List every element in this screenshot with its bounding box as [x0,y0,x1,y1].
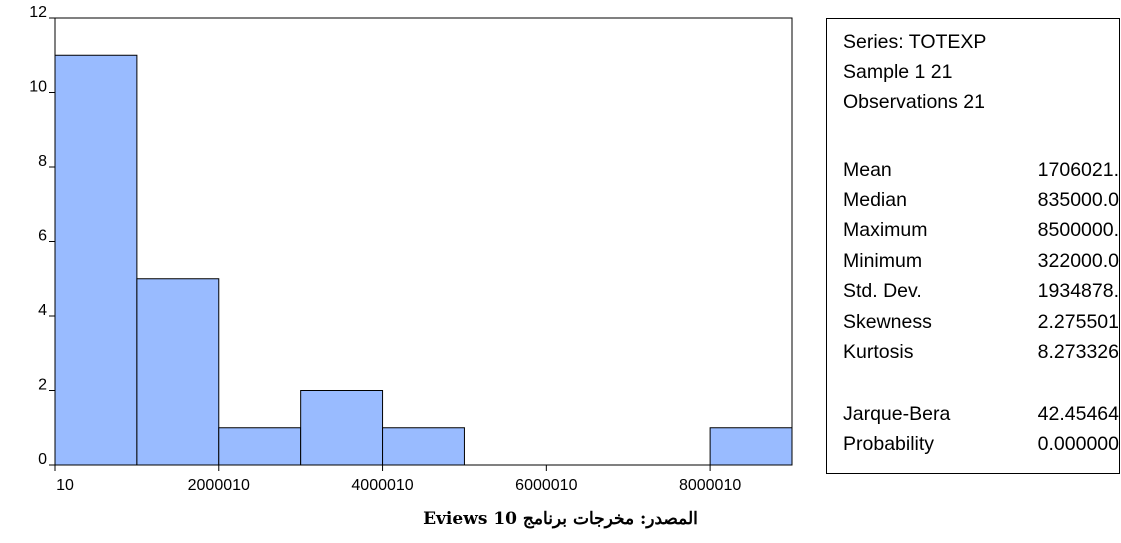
series-label: Series: TOTEXP [843,31,987,53]
source-caption: المصدر: مخرجات برنامج 10 Eviews [423,509,698,529]
minimum-label: Minimum [843,250,923,272]
y-tick-label: 10 [29,79,47,96]
minimum-value: 322000.0 [1037,250,1119,272]
mean-label: Mean [843,159,892,181]
statistics-panel: Series: TOTEXP Sample 1 21 Observations … [826,18,1120,474]
histogram-bar [54,54,138,466]
std-dev-value: 1934878. [1037,280,1119,302]
skewness-label: Skewness [843,311,932,333]
skewness-value: 2.275501 [1037,311,1119,333]
y-tick-label: 4 [38,302,47,319]
histogram-bar [382,427,465,466]
y-tick-label: 12 [29,4,47,21]
x-tick-label: 6000010 [515,477,577,494]
jarque-bera-label: Jarque-Bera [843,403,951,425]
x-tick-label: 2000010 [188,477,250,494]
median-value: 835000.0 [1037,189,1119,211]
y-tick-label: 8 [38,153,47,170]
jarque-bera-value: 42.45464 [1037,403,1119,425]
maximum-value: 8500000. [1037,219,1119,241]
y-tick-label: 0 [38,451,47,468]
histogram-bar [709,427,793,466]
kurtosis-label: Kurtosis [843,341,914,363]
std-dev-label: Std. Dev. [843,280,922,302]
histogram-bar [218,427,302,466]
kurtosis-value: 8.273326 [1037,341,1119,363]
sample-label: Sample 1 21 [843,61,953,83]
maximum-label: Maximum [843,219,928,241]
y-tick-label: 6 [38,228,47,245]
probability-label: Probability [843,433,935,455]
mean-value: 1706021. [1037,159,1119,181]
x-tick-label: 4000010 [351,477,413,494]
median-label: Median [843,189,907,211]
histogram-chart: 0 2 4 6 8 10 12 10 2000010 4000010 6000010 8000010 [29,4,793,494]
x-tick-label: 10 [56,477,74,494]
histogram-bar [300,390,384,466]
x-tick-label: 8000010 [679,477,741,494]
y-tick-label: 2 [38,377,47,394]
histogram-bar [136,278,220,466]
observations-label: Observations 21 [843,91,985,113]
probability-value: 0.000000 [1037,433,1119,455]
